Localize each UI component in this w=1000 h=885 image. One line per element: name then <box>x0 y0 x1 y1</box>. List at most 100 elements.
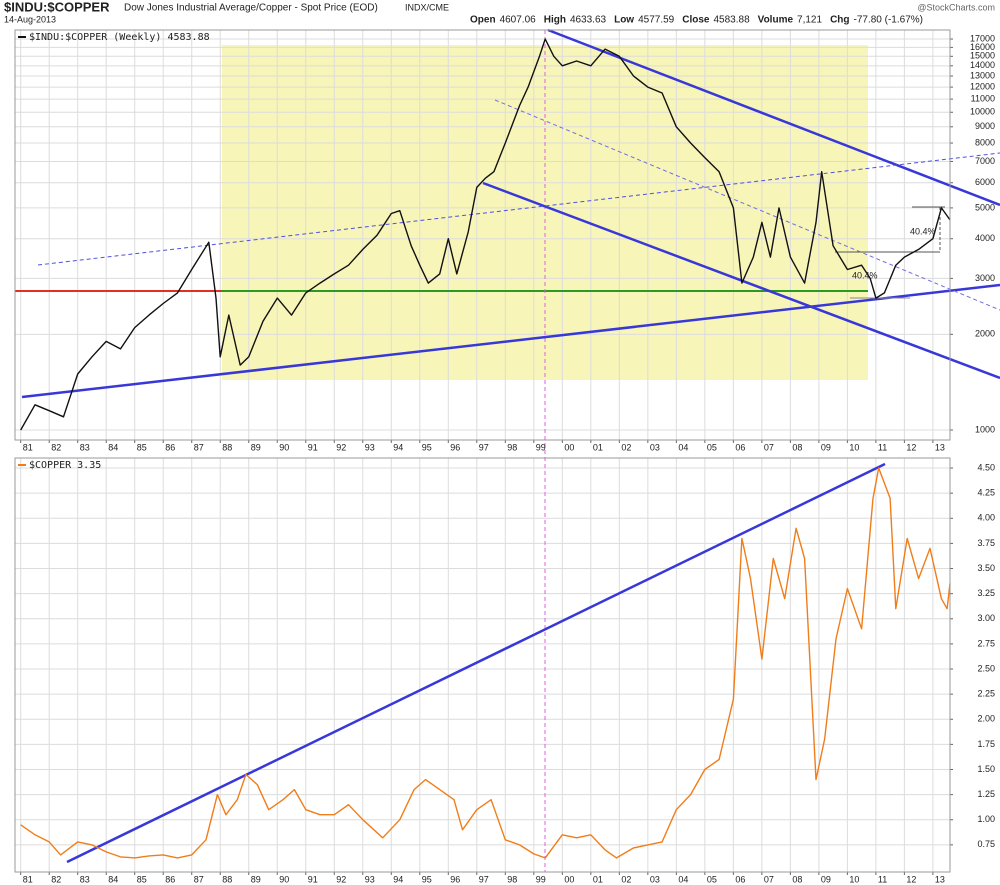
x-tick-label: 06 <box>735 442 745 452</box>
credit-label: @StockCharts.com <box>917 2 995 12</box>
y-tick-label: 2.25 <box>977 689 995 699</box>
x-tick-label: 84 <box>108 874 118 884</box>
y-tick-label: 1.25 <box>977 789 995 799</box>
x-tick-label: 86 <box>165 874 175 884</box>
x-tick-label: 93 <box>365 874 375 884</box>
y-tick-label: 2000 <box>975 329 995 339</box>
data-layer <box>20 38 951 859</box>
x-tick-label: 89 <box>251 442 261 452</box>
data-line <box>20 467 951 859</box>
quote-label: Close <box>682 15 710 26</box>
y-tick-label: 4.00 <box>977 513 995 523</box>
x-tick-label: 12 <box>906 442 916 452</box>
x-tick-label: 82 <box>51 442 61 452</box>
y-tick-label: 15000 <box>970 51 995 61</box>
quote-value: 4607.06 <box>500 15 537 26</box>
x-tick-label: 01 <box>593 442 603 452</box>
quote-value: -77.80 (-1.67%) <box>854 15 923 26</box>
x-tick-label: 04 <box>678 442 688 452</box>
legend-label: $INDU:$COPPER (Weekly) 4583.88 <box>29 32 210 43</box>
x-tick-label: 11 <box>878 442 887 452</box>
x-tick-label: 93 <box>365 442 375 452</box>
quote-label: Volume <box>758 15 794 26</box>
y-tick-label: 1.00 <box>977 814 995 824</box>
text-layer: $INDU:$COPPER Dow Jones Industrial Avera… <box>4 0 995 884</box>
grid-layer <box>15 30 953 875</box>
y-tick-label: 11000 <box>971 93 995 103</box>
x-tick-label: 94 <box>393 442 403 452</box>
y-tick-label: 3.25 <box>977 588 995 598</box>
x-tick-label: 86 <box>165 442 175 452</box>
x-tick-label: 95 <box>422 874 432 884</box>
y-tick-label: 6000 <box>975 177 995 187</box>
annotation: 40.4% <box>910 226 936 236</box>
y-tick-label: 4.50 <box>977 462 995 472</box>
y-tick-label: 1.75 <box>977 739 995 749</box>
x-tick-label: 85 <box>137 442 147 452</box>
x-tick-label: 89 <box>251 874 261 884</box>
x-tick-label: 85 <box>137 874 147 884</box>
quote-label: Open <box>470 15 496 26</box>
x-tick-label: 94 <box>393 874 403 884</box>
trend-line <box>494 99 1000 311</box>
x-tick-label: 92 <box>336 442 346 452</box>
x-tick-label: 96 <box>450 874 460 884</box>
x-tick-label: 01 <box>593 874 603 884</box>
x-tick-label: 90 <box>279 874 289 884</box>
x-tick-label: 98 <box>507 874 517 884</box>
trend-line <box>37 152 1000 266</box>
x-tick-label: 03 <box>650 874 660 884</box>
y-tick-label: 3.75 <box>977 538 995 548</box>
x-tick-label: 04 <box>678 874 688 884</box>
x-tick-label: 83 <box>80 874 90 884</box>
quote-value: 4583.88 <box>713 15 750 26</box>
x-tick-label: 09 <box>821 442 831 452</box>
x-tick-label: 02 <box>621 442 631 452</box>
y-tick-label: 3.00 <box>977 613 995 623</box>
annotation: 40.4% <box>852 270 878 280</box>
y-tick-label: 12000 <box>970 81 995 91</box>
x-tick-label: 88 <box>222 442 232 452</box>
x-tick-label: 87 <box>194 874 204 884</box>
x-tick-label: 10 <box>849 442 859 452</box>
y-tick-label: 1000 <box>975 424 995 434</box>
y-tick-label: 2.50 <box>977 663 995 673</box>
quote-value: 4633.63 <box>570 15 607 26</box>
y-tick-label: 16000 <box>970 42 995 52</box>
trend-line <box>547 28 1000 207</box>
y-tick-label: 1.50 <box>977 764 995 774</box>
y-tick-label: 14000 <box>970 60 995 70</box>
trend-line <box>21 283 1000 399</box>
y-tick-label: 5000 <box>975 202 995 212</box>
data-line <box>20 38 951 431</box>
x-tick-label: 08 <box>792 874 802 884</box>
x-tick-label: 87 <box>194 442 204 452</box>
y-tick-label: 3.50 <box>977 563 995 573</box>
y-tick-label: 0.75 <box>977 839 995 849</box>
legend-label: $COPPER 3.35 <box>29 460 101 471</box>
x-tick-label: 83 <box>80 442 90 452</box>
date-label: 14-Aug-2013 <box>4 14 56 24</box>
x-tick-label: 07 <box>764 874 774 884</box>
y-tick-label: 2.75 <box>977 638 995 648</box>
x-tick-label: 81 <box>23 442 33 452</box>
drawing-layer <box>15 28 1000 872</box>
trend-line <box>66 462 886 864</box>
y-tick-label: 4000 <box>975 233 995 243</box>
y-tick-label: 13000 <box>970 70 995 80</box>
y-tick-label: 7000 <box>975 156 995 166</box>
x-tick-label: 88 <box>222 874 232 884</box>
y-tick-label: 9000 <box>975 121 995 131</box>
x-tick-label: 99 <box>536 874 546 884</box>
y-tick-label: 3000 <box>975 273 995 283</box>
chart-subtitle: Dow Jones Industrial Average/Copper - Sp… <box>124 3 378 14</box>
x-tick-label: 05 <box>707 874 717 884</box>
x-tick-label: 06 <box>735 874 745 884</box>
x-tick-label: 03 <box>650 442 660 452</box>
y-tick-label: 4.25 <box>977 488 995 498</box>
x-tick-label: 90 <box>279 442 289 452</box>
plot-frame <box>14 457 951 873</box>
x-tick-label: 00 <box>564 874 574 884</box>
x-tick-label: 12 <box>906 874 916 884</box>
